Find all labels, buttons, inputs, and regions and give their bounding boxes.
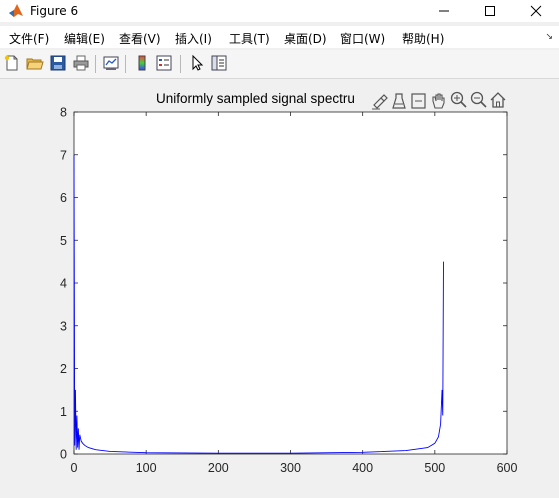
matlab-logo-icon	[9, 4, 23, 17]
open-file-icon[interactable]	[26, 54, 44, 72]
brush-icon[interactable]	[372, 94, 388, 110]
link-plot-icon[interactable]	[102, 54, 120, 72]
print-icon[interactable]	[72, 54, 90, 72]
insert-colorbar-icon[interactable]	[133, 54, 151, 72]
y-tick-label: 5	[60, 234, 67, 248]
toolbar-separator	[125, 55, 126, 73]
maximize-button[interactable]	[467, 0, 513, 22]
zoom-out-icon[interactable]	[470, 91, 487, 108]
chart-title: Uniformly sampled signal spectru	[156, 91, 355, 106]
maximize-icon	[485, 6, 495, 16]
menu-view[interactable]: 查看(V)	[119, 32, 161, 46]
expand-toolbar-icon[interactable]: ↘	[545, 32, 553, 42]
window-title: Figure 6	[30, 4, 79, 18]
figure-toolbar	[0, 50, 559, 79]
minimize-icon	[439, 10, 449, 12]
toolbar-separator	[95, 55, 96, 73]
menu-help[interactable]: 帮助(H)	[402, 32, 445, 46]
axes-background	[74, 112, 507, 454]
x-tick-label: 400	[352, 461, 373, 475]
zoom-in-icon[interactable]	[450, 91, 467, 108]
x-tick-label: 300	[280, 461, 301, 475]
property-inspector-icon[interactable]	[210, 54, 228, 72]
data-tips-icon[interactable]	[392, 93, 406, 109]
axis-tick-labels: 0 100 200 300 400 500 600 0 1 2 3 4 5 6 7 8	[60, 106, 517, 476]
rotate-icon[interactable]	[411, 93, 426, 109]
pan-icon[interactable]	[432, 93, 445, 109]
spectrum-series-line	[73, 154, 444, 454]
x-tick-label: 600	[497, 461, 518, 475]
figure-canvas: 0 100 200 300 400 500 600 0 1 2 3 4 5 6 7 8 Uniformly s…	[0, 79, 559, 498]
toolbar-separator	[180, 55, 181, 73]
menu-file[interactable]: 文件(F)	[9, 32, 50, 46]
x-tick-label: 500	[424, 461, 445, 475]
y-tick-label: 2	[60, 362, 67, 376]
restore-view-icon[interactable]	[490, 92, 506, 108]
menu-desktop[interactable]: 桌面(D)	[284, 32, 327, 46]
y-tick-label: 4	[60, 277, 67, 291]
y-tick-label: 6	[60, 191, 67, 205]
y-tick-label: 3	[60, 319, 67, 333]
insert-legend-icon[interactable]	[155, 54, 173, 72]
x-tick-label: 0	[71, 461, 78, 475]
menu-insert[interactable]: 插入(I)	[175, 32, 212, 46]
menu-window[interactable]: 窗口(W)	[340, 32, 386, 46]
y-tick-label: 8	[60, 106, 67, 120]
menu-bar: 文件(F) 编辑(E) 查看(V) 插入(I) 工具(T) 桌面(D) 窗口(W…	[0, 26, 559, 48]
y-tick-label: 1	[60, 405, 67, 419]
save-icon[interactable]	[49, 54, 67, 72]
y-tick-label: 7	[60, 148, 67, 162]
close-icon	[530, 5, 542, 17]
axes-toolbar	[372, 91, 506, 110]
new-figure-icon[interactable]	[3, 54, 21, 72]
menu-tools[interactable]: 工具(T)	[229, 32, 270, 46]
minimize-button[interactable]	[421, 0, 467, 22]
x-tick-label: 100	[136, 461, 157, 475]
menu-edit[interactable]: 编辑(E)	[64, 32, 105, 46]
x-tick-label: 200	[208, 461, 229, 475]
y-tick-label: 0	[60, 448, 67, 462]
window-title-bar: Figure 6	[0, 0, 559, 22]
edit-plot-icon[interactable]	[188, 54, 206, 72]
close-button[interactable]	[513, 0, 559, 22]
